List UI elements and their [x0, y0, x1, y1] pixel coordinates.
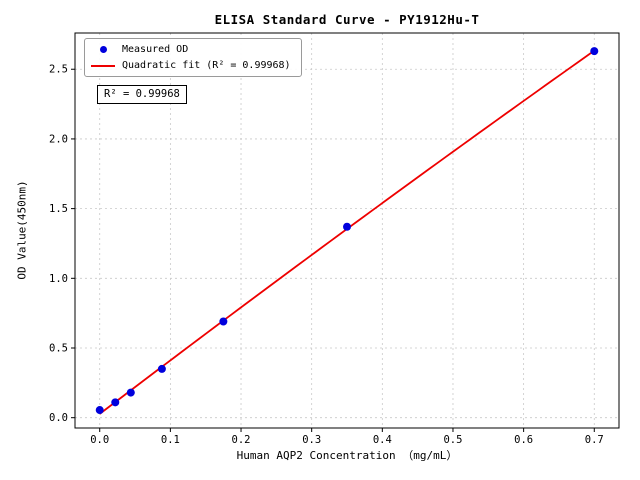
- data-point: [126, 388, 135, 397]
- legend-marker-measured: [91, 46, 115, 53]
- data-point: [111, 398, 120, 407]
- x-tick-label: 0.2: [232, 434, 251, 446]
- data-point: [590, 47, 599, 56]
- y-tick-label: 0.5: [49, 342, 68, 354]
- data-points: [95, 47, 599, 415]
- x-tick-label: 0.6: [514, 434, 533, 446]
- r-squared-annotation: R² = 0.99968: [97, 85, 187, 104]
- data-point: [343, 222, 351, 231]
- x-tick-label: 0.3: [302, 434, 321, 446]
- legend: Measured OD Quadratic fit (R² = 0.99968): [84, 38, 302, 77]
- y-tick-label: 1.0: [49, 273, 68, 285]
- x-tick-label: 0.5: [443, 434, 462, 446]
- y-axis-ticks: 0.0 0.5 1.0 1.5 2.0 2.5: [49, 64, 75, 424]
- legend-marker-fit: [91, 64, 115, 67]
- x-tick-label: 0.0: [90, 434, 109, 446]
- measured-od-marker-icon: [99, 46, 107, 53]
- y-tick-label: 2.0: [49, 133, 68, 145]
- x-axis-ticks: 0.0 0.1 0.2 0.3 0.4 0.5 0.6 0.7: [90, 428, 604, 446]
- legend-label-measured: Measured OD: [122, 44, 189, 55]
- chart-title: ELISA Standard Curve - PY1912Hu-T: [214, 12, 480, 27]
- legend-entry-measured: Measured OD: [91, 43, 291, 56]
- data-point: [95, 406, 104, 415]
- fit-line: [99, 49, 595, 415]
- x-tick-label: 0.1: [161, 434, 180, 446]
- data-point: [157, 364, 166, 373]
- y-tick-label: 1.5: [49, 203, 68, 215]
- plot-border: [74, 32, 620, 429]
- legend-label-fit: Quadratic fit (R² = 0.99968): [122, 60, 291, 71]
- x-tick-label: 0.4: [373, 434, 392, 446]
- x-tick-label: 0.7: [585, 434, 604, 446]
- data-point: [219, 317, 228, 326]
- x-axis-label: Human AQP2 Concentration （mg/mL）: [236, 449, 458, 462]
- y-tick-label: 0.0: [49, 412, 68, 424]
- y-tick-label: 2.5: [49, 64, 68, 76]
- fit-line-marker-icon: [91, 64, 115, 67]
- legend-entry-fit: Quadratic fit (R² = 0.99968): [91, 59, 291, 72]
- y-axis-label: OD Value(450nm): [15, 180, 29, 280]
